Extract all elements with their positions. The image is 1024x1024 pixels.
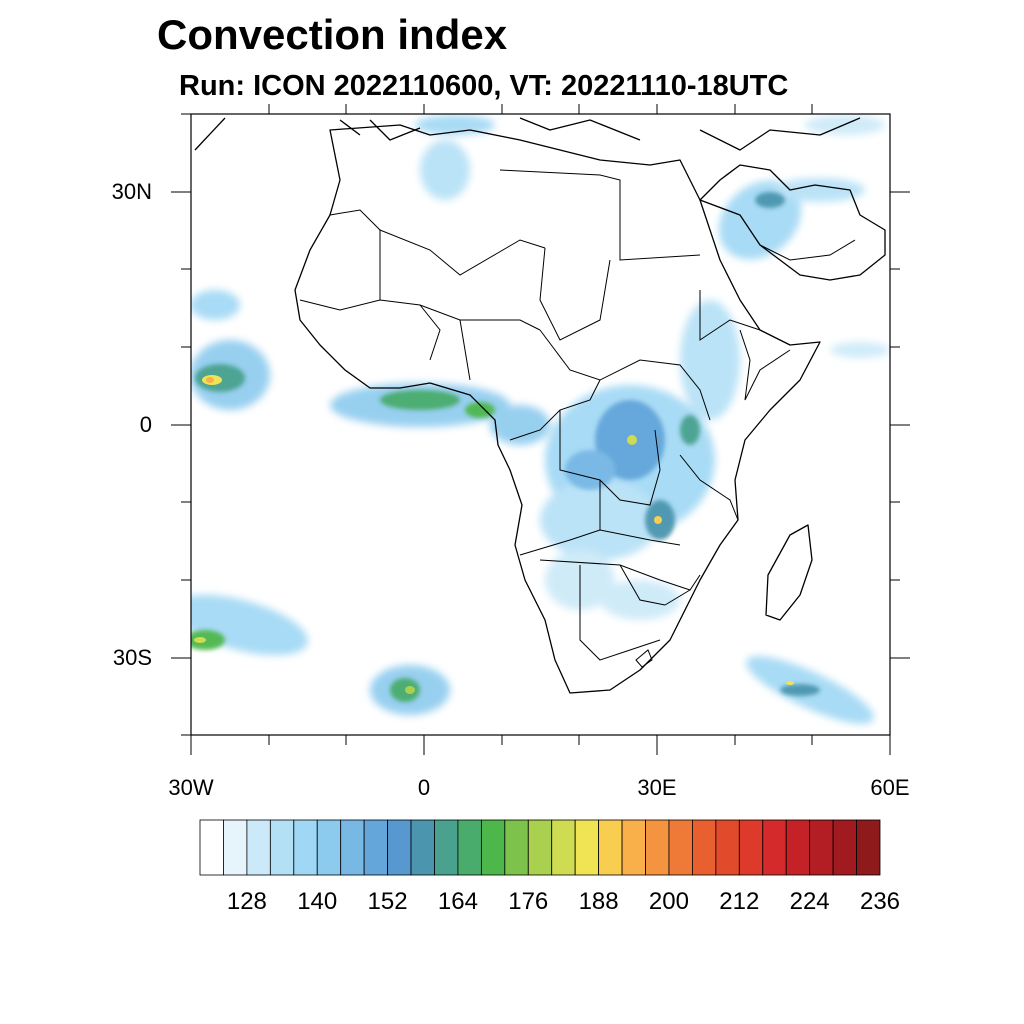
colorbar-swatch bbox=[480, 819, 506, 876]
lat-label-30n: 30N bbox=[111, 179, 152, 204]
colorbar-tick-label: 128 bbox=[226, 888, 267, 915]
convection-core bbox=[780, 684, 820, 696]
colorbar-swatch bbox=[434, 819, 459, 876]
colorbar-tick-label: 176 bbox=[508, 888, 549, 915]
lat-label-30s: 30S bbox=[112, 645, 152, 670]
convection-field bbox=[191, 115, 890, 724]
colorbar-tick-label: 140 bbox=[297, 888, 338, 915]
convection-peak bbox=[194, 637, 206, 643]
colorbar-tick-label: 200 bbox=[648, 888, 689, 915]
colorbar-swatch bbox=[856, 819, 881, 876]
colorbar-swatch bbox=[621, 819, 646, 876]
colorbar-tick-label: 212 bbox=[719, 888, 760, 915]
colorbar-swatch bbox=[574, 819, 600, 876]
convection-patch bbox=[420, 140, 470, 200]
convection-core bbox=[565, 450, 615, 490]
africa-coastline bbox=[294, 124, 821, 694]
tick-marks bbox=[171, 104, 910, 755]
colorbar-tick-label: 164 bbox=[437, 888, 478, 915]
convection-patch bbox=[775, 178, 865, 202]
convection-core bbox=[755, 192, 785, 208]
convection-core bbox=[191, 630, 225, 650]
convection-core bbox=[380, 390, 460, 410]
convection-patch bbox=[680, 300, 740, 420]
colorbar-swatch bbox=[551, 819, 576, 876]
colorbar-swatch bbox=[293, 819, 318, 876]
colorbar-tick-label: 188 bbox=[578, 888, 619, 915]
lat-label-eq: 0 bbox=[139, 412, 152, 437]
europe-coastline bbox=[339, 117, 861, 151]
convection-peak bbox=[405, 686, 415, 694]
colorbar-swatch bbox=[457, 819, 482, 876]
colorbar-swatch bbox=[246, 819, 271, 876]
colorbar-swatch bbox=[504, 819, 529, 876]
colorbar-swatch bbox=[762, 819, 787, 876]
colorbar-tick-label: 152 bbox=[367, 888, 408, 915]
colorbar-swatch bbox=[668, 819, 693, 876]
convection-peak bbox=[786, 681, 794, 685]
colorbar-swatch bbox=[809, 819, 834, 876]
colorbar-swatch bbox=[738, 819, 764, 876]
colorbar-swatch bbox=[715, 819, 740, 876]
arabia-coastline bbox=[699, 164, 886, 281]
convection-peak bbox=[206, 377, 214, 383]
colorbar-swatch bbox=[199, 819, 224, 876]
colorbar bbox=[199, 819, 881, 876]
colorbar-swatch bbox=[598, 819, 623, 876]
lon-label-30e: 30E bbox=[637, 775, 677, 800]
convection-peak bbox=[654, 516, 662, 524]
colorbar-swatch bbox=[410, 819, 435, 876]
colorbar-swatch bbox=[832, 819, 857, 876]
colorbar-swatch bbox=[340, 819, 365, 876]
convection-core bbox=[680, 415, 700, 445]
colorbar-swatch bbox=[269, 819, 295, 876]
colorbar-swatch bbox=[223, 819, 248, 876]
convection-patch bbox=[490, 405, 550, 445]
ne-coast bbox=[194, 117, 226, 151]
convection-peak bbox=[627, 435, 637, 445]
colorbar-swatch bbox=[785, 819, 811, 876]
colorbar-swatch bbox=[363, 819, 388, 876]
coastlines bbox=[194, 117, 886, 694]
convection-patch bbox=[415, 115, 495, 135]
convection-core bbox=[465, 402, 495, 418]
colorbar-tick-label: 224 bbox=[789, 888, 830, 915]
country-borders bbox=[299, 169, 856, 668]
colorbar-swatch bbox=[387, 819, 412, 876]
colorbar-swatch bbox=[645, 819, 670, 876]
chart-title: Convection index bbox=[157, 11, 508, 58]
madagascar-coastline bbox=[765, 524, 813, 621]
convection-patch bbox=[191, 290, 240, 320]
lon-label-30w: 30W bbox=[168, 775, 214, 800]
convection-patch bbox=[830, 342, 890, 358]
colorbar-swatch bbox=[527, 819, 553, 876]
lon-label-60e: 60E bbox=[870, 775, 910, 800]
convection-patch bbox=[191, 594, 308, 656]
lon-label-0: 0 bbox=[417, 775, 431, 800]
chart-subtitle: Run: ICON 2022110600, VT: 20221110-18UTC bbox=[179, 70, 789, 102]
colorbar-swatch bbox=[316, 819, 342, 876]
colorbar-tick-label: 236 bbox=[859, 888, 901, 915]
colorbar-swatch bbox=[692, 819, 717, 876]
